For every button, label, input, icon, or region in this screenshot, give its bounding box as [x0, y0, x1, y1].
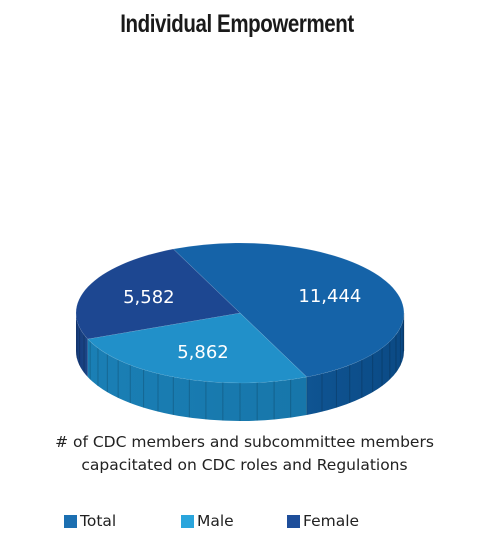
- legend-swatch-total: [64, 514, 77, 528]
- pie-sides: [76, 313, 405, 421]
- legend-item-total: Total: [64, 512, 116, 530]
- pie-side-male: [87, 338, 307, 421]
- pie-label-total: 11,444: [298, 286, 361, 307]
- legend-swatch-female: [287, 514, 300, 528]
- pie-label-female: 5,582: [123, 287, 175, 308]
- legend-swatch-male: [181, 514, 194, 528]
- pie-side-female: [76, 313, 88, 377]
- pie-slice-male: [87, 312, 308, 384]
- pie-slice-female: [75, 248, 241, 340]
- caption-line-2: capacitated on CDC roles and Regulations: [81, 456, 408, 474]
- caption-line-1: # of CDC members and subcommittee member…: [55, 433, 434, 451]
- chart-caption: # of CDC members and subcommittee member…: [0, 431, 489, 477]
- pie-slice-total: [172, 242, 405, 378]
- legend: Total Male Female: [0, 512, 489, 532]
- pie-labels: 11,444 5,862 5,582: [123, 286, 361, 363]
- legend-label-female: Female: [303, 512, 360, 530]
- legend-label-total: Total: [80, 512, 117, 530]
- chart-title: Individual Empowerment: [120, 10, 354, 38]
- legend-item-female: Female: [287, 512, 359, 530]
- pie-side-total: [306, 313, 404, 415]
- legend-label-male: Male: [197, 512, 234, 530]
- legend-item-male: Male: [181, 512, 234, 530]
- pie-label-male: 5,862: [177, 342, 229, 363]
- pie-tops: [75, 242, 405, 384]
